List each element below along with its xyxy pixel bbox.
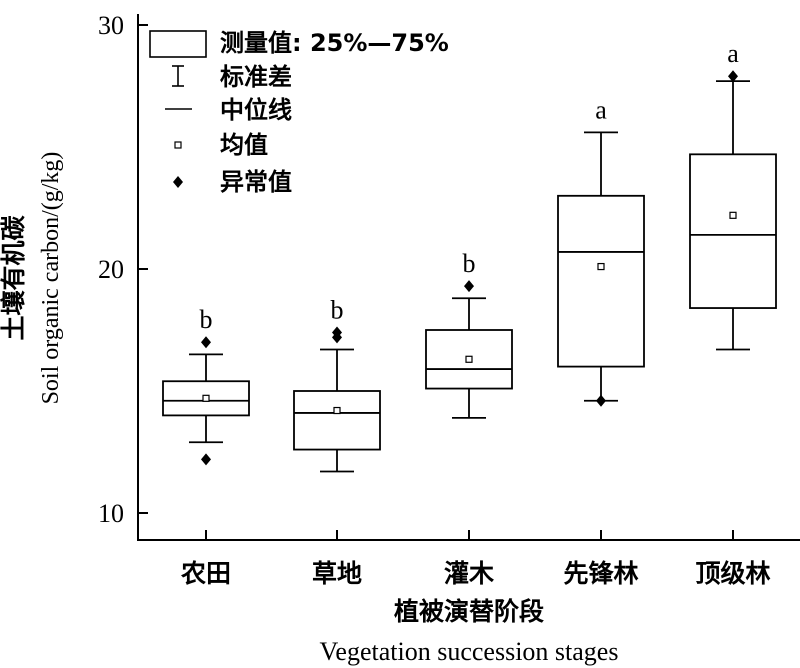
iqr-box xyxy=(162,380,250,417)
box-group-0: b xyxy=(162,305,250,466)
x-axis-label-en: Vegetation succession stages xyxy=(320,637,619,666)
legend-box-swatch xyxy=(149,30,207,58)
legend-box-label: 测量值: 25%—75% xyxy=(220,29,449,57)
significance-label: b xyxy=(200,305,213,334)
iqr-box xyxy=(557,194,645,368)
outlier-marker-0 xyxy=(201,453,211,466)
significance-label: b xyxy=(331,295,344,324)
significance-label: b xyxy=(463,249,476,278)
significance-label: a xyxy=(595,95,607,124)
axis-labels: 土壤有机碳 Soil organic carbon/(g/kg) 植被演替阶段 … xyxy=(0,152,618,666)
iqr-box xyxy=(293,390,381,451)
legend-mean-label: 均值 xyxy=(220,131,268,159)
outlier-marker-0 xyxy=(464,280,474,293)
box-group-4: a xyxy=(689,39,777,351)
legend-outlier-swatch xyxy=(173,176,183,188)
box-group-3: a xyxy=(557,95,645,407)
legend-median-label: 中位线 xyxy=(220,96,292,124)
mean-marker xyxy=(333,406,341,415)
y-axis-label-cn: 土壤有机碳 xyxy=(0,215,28,341)
x-tick-label-4: 顶级林 xyxy=(695,559,770,588)
outlier-marker-0 xyxy=(596,394,606,407)
y-tick-label-10: 10 xyxy=(98,499,124,528)
y-tick-label-20: 20 xyxy=(98,255,124,284)
iqr-box xyxy=(425,329,513,390)
mean-marker xyxy=(729,211,737,219)
y-axis-label-en: Soil organic carbon/(g/kg) xyxy=(38,152,64,405)
mean-marker xyxy=(202,394,210,402)
x-tick-label-1: 草地 xyxy=(312,559,362,588)
iqr-box xyxy=(689,153,777,309)
outlier-marker-1 xyxy=(332,326,342,339)
mean-marker xyxy=(465,355,473,363)
x-tick-label-2: 灌木 xyxy=(444,559,494,588)
x-ticks: 农田 草地 灌木 先锋林 顶级林 xyxy=(180,530,771,588)
x-axis-label-cn: 植被演替阶段 xyxy=(394,597,544,626)
y-tick-label-30: 30 xyxy=(98,11,124,40)
legend-whisker-label: 标准差 xyxy=(220,63,292,91)
legend-whisker-swatch xyxy=(172,65,184,87)
x-tick-label-3: 先锋林 xyxy=(563,559,638,588)
legend-mean-swatch xyxy=(174,141,182,149)
legend-outlier-label: 异常值 xyxy=(220,168,292,196)
boxes: b b b a a xyxy=(162,39,777,473)
box-group-1: b xyxy=(293,295,381,473)
y-ticks: 10 20 30 xyxy=(98,11,148,528)
significance-label: a xyxy=(727,39,739,68)
legend: 测量值: 25%—75% 标准差 中位线 均值 异常值 xyxy=(149,29,449,196)
outlier-marker-1 xyxy=(201,336,211,349)
x-tick-label-0: 农田 xyxy=(180,559,231,588)
mean-marker xyxy=(597,262,605,271)
box-group-2: b xyxy=(425,249,513,419)
outlier-marker-0 xyxy=(728,70,738,83)
